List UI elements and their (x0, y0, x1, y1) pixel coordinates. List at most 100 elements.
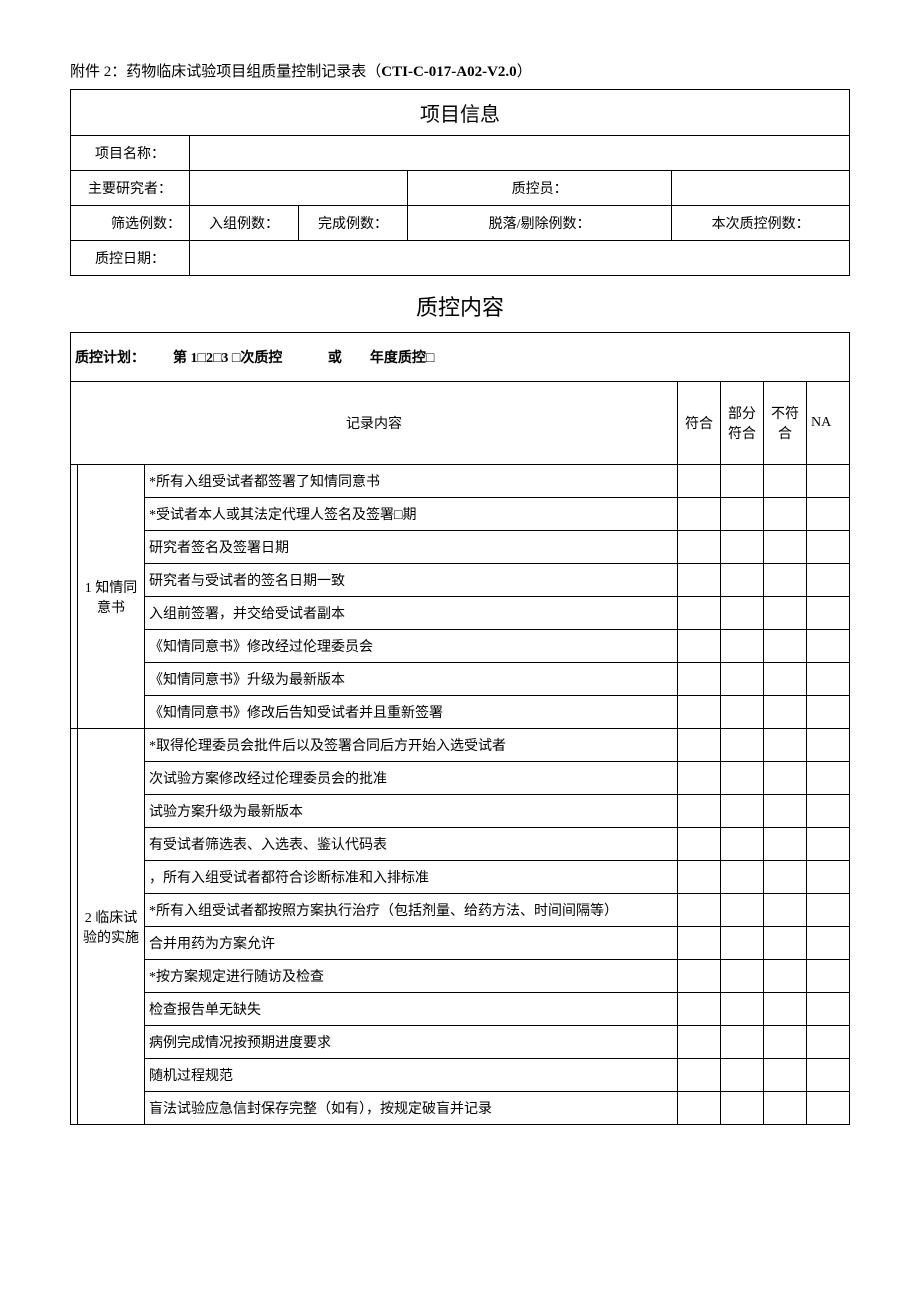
check-cell[interactable] (678, 795, 721, 828)
check-item: 检查报告单无缺失 (145, 993, 678, 1026)
check-cell[interactable] (678, 498, 721, 531)
check-cell[interactable] (678, 894, 721, 927)
check-cell[interactable] (721, 531, 764, 564)
check-cell[interactable] (721, 993, 764, 1026)
complete-cnt-label: 完成例数： (299, 206, 408, 241)
check-cell[interactable] (721, 597, 764, 630)
check-cell[interactable] (807, 993, 850, 1026)
check-cell[interactable] (764, 993, 807, 1026)
title-prefix: 附件 2： (70, 64, 126, 80)
qc-plan-text1: 第 1□2□3 □次质控 (173, 351, 282, 366)
check-cell[interactable] (764, 663, 807, 696)
qc-plan-label: 质控计划： (75, 351, 145, 366)
check-cell[interactable] (678, 993, 721, 1026)
check-cell[interactable] (807, 1059, 850, 1092)
check-cell[interactable] (678, 465, 721, 498)
check-cell[interactable] (764, 1059, 807, 1092)
check-cell[interactable] (764, 894, 807, 927)
check-cell[interactable] (678, 531, 721, 564)
check-cell[interactable] (764, 696, 807, 729)
check-cell[interactable] (721, 663, 764, 696)
check-cell[interactable] (807, 498, 850, 531)
check-item: *所有入组受试者都签署了知情同意书 (145, 465, 678, 498)
check-cell[interactable] (678, 564, 721, 597)
check-cell[interactable] (721, 861, 764, 894)
check-cell[interactable] (764, 531, 807, 564)
project-name-value[interactable] (190, 136, 850, 171)
check-cell[interactable] (764, 630, 807, 663)
check-cell[interactable] (807, 465, 850, 498)
check-cell[interactable] (721, 795, 764, 828)
check-cell[interactable] (678, 663, 721, 696)
check-cell[interactable] (678, 960, 721, 993)
check-cell[interactable] (807, 696, 850, 729)
check-cell[interactable] (764, 729, 807, 762)
check-cell[interactable] (721, 894, 764, 927)
check-cell[interactable] (764, 597, 807, 630)
check-cell[interactable] (721, 696, 764, 729)
check-cell[interactable] (807, 630, 850, 663)
check-cell[interactable] (721, 828, 764, 861)
check-cell[interactable] (721, 927, 764, 960)
check-cell[interactable] (678, 762, 721, 795)
check-cell[interactable] (721, 1059, 764, 1092)
check-cell[interactable] (678, 1092, 721, 1125)
check-cell[interactable] (764, 1092, 807, 1125)
pi-value[interactable] (190, 171, 408, 206)
check-cell[interactable] (764, 795, 807, 828)
check-cell[interactable] (807, 861, 850, 894)
check-cell[interactable] (678, 1059, 721, 1092)
check-cell[interactable] (721, 1092, 764, 1125)
check-item: 研究者签名及签署日期 (145, 531, 678, 564)
check-cell[interactable] (678, 630, 721, 663)
check-cell[interactable] (721, 465, 764, 498)
check-item: 病例完成情况按预期进度要求 (145, 1026, 678, 1059)
check-cell[interactable] (807, 663, 850, 696)
check-cell[interactable] (721, 960, 764, 993)
check-cell[interactable] (807, 531, 850, 564)
check-cell[interactable] (764, 564, 807, 597)
check-cell[interactable] (764, 465, 807, 498)
check-cell[interactable] (678, 729, 721, 762)
check-cell[interactable] (678, 696, 721, 729)
check-cell[interactable] (807, 597, 850, 630)
qc-plan-row: 质控计划： 第 1□2□3 □次质控 或 年度质控□ (71, 333, 850, 382)
check-cell[interactable] (678, 927, 721, 960)
check-cell[interactable] (678, 597, 721, 630)
check-cell[interactable] (721, 630, 764, 663)
check-cell[interactable] (764, 960, 807, 993)
check-cell[interactable] (678, 828, 721, 861)
qc-person-label: 质控员： (408, 171, 672, 206)
check-cell[interactable] (764, 861, 807, 894)
check-cell[interactable] (721, 1026, 764, 1059)
check-cell[interactable] (807, 828, 850, 861)
check-cell[interactable] (678, 861, 721, 894)
check-cell[interactable] (807, 1026, 850, 1059)
check-cell[interactable] (721, 762, 764, 795)
check-cell[interactable] (721, 498, 764, 531)
check-cell[interactable] (807, 564, 850, 597)
check-cell[interactable] (678, 1026, 721, 1059)
title-suffix: ） (517, 64, 532, 80)
qc-date-value[interactable] (190, 241, 850, 276)
check-item: *所有入组受试者都按照方案执行治疗（包括剂量、给药方法、时间间隔等） (145, 894, 678, 927)
check-cell[interactable] (807, 1092, 850, 1125)
check-cell[interactable] (807, 729, 850, 762)
check-cell[interactable] (721, 729, 764, 762)
check-cell[interactable] (764, 828, 807, 861)
check-cell[interactable] (721, 564, 764, 597)
check-cell[interactable] (807, 762, 850, 795)
check-item: 《知情同意书》修改经过伦理委员会 (145, 630, 678, 663)
check-cell[interactable] (807, 795, 850, 828)
qc-person-value[interactable] (672, 171, 850, 206)
check-cell[interactable] (807, 894, 850, 927)
dropout-cnt-label: 脱落/剔除例数： (408, 206, 672, 241)
check-cell[interactable] (764, 927, 807, 960)
check-item: ，所有入组受试者都符合诊断标准和入排标准 (145, 861, 678, 894)
check-cell[interactable] (764, 762, 807, 795)
check-cell[interactable] (807, 927, 850, 960)
check-cell[interactable] (764, 1026, 807, 1059)
section-label: 1 知情同意书 (78, 465, 145, 729)
check-cell[interactable] (807, 960, 850, 993)
check-cell[interactable] (764, 498, 807, 531)
